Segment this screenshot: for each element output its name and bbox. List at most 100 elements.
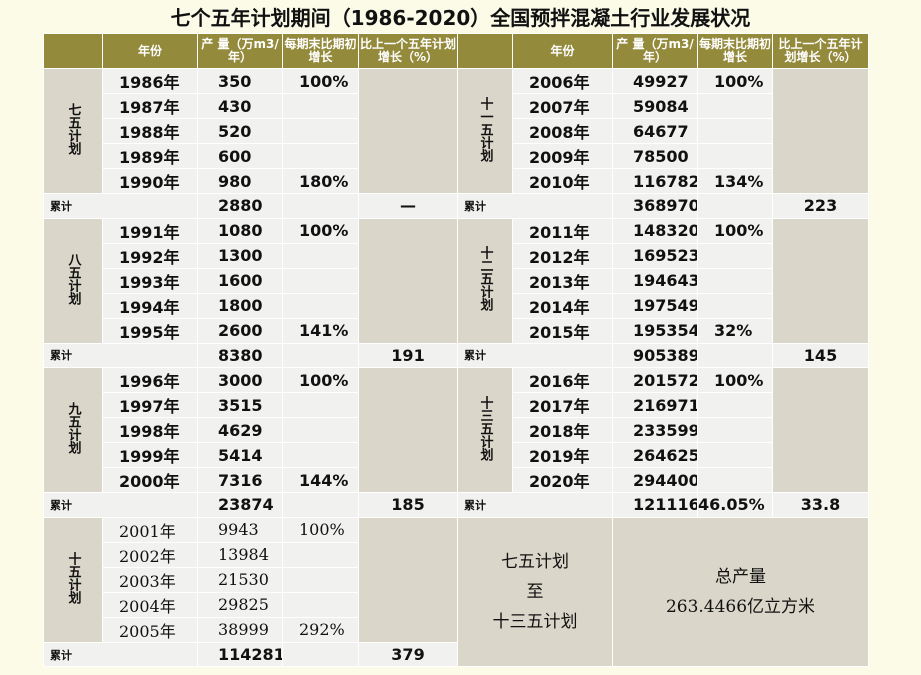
total-growth-cell: [282, 492, 359, 518]
year-row: 1998年 4629 2018年 233599: [44, 417, 869, 444]
growth-cell: 100%: [282, 516, 359, 543]
plan-cell: 七五计划: [43, 68, 103, 194]
year-row: 七五计划 1986年 350 100% 十一五计划 2006年 49927 100%: [43, 68, 869, 194]
header-row: 年份产 量（万m3/年） 每期末比期初增长 比上一个五年计划增长（%） 年份产 量（万…: [43, 33, 869, 69]
total-label-cell: 累计: [43, 193, 198, 219]
year-cell: 2018年: [512, 417, 613, 444]
growth-cell: 144%: [282, 467, 359, 494]
plan-name: 八五计划: [65, 252, 81, 305]
year-cell: 1991年: [102, 217, 198, 244]
output-cell: 1080: [197, 217, 283, 244]
output-cell: 7316: [197, 467, 283, 494]
year-row: 1994年 1800 2014年 197549: [44, 292, 869, 319]
output-cell: 78500: [612, 143, 698, 169]
total-growth-cell: [282, 641, 359, 668]
year-row: 1990年 980 180% 2010年 116782 134%: [44, 168, 869, 194]
output-cell: 216971: [612, 392, 698, 419]
output-cell: 59084: [612, 93, 698, 119]
growth-cell: [697, 417, 773, 444]
growth-cell: 32%: [697, 317, 773, 344]
plan-cell: 九五计划: [43, 367, 103, 494]
total-growth-cell: [282, 193, 359, 219]
output-cell: 264625: [612, 442, 698, 469]
total-row: 累计23874185累计121116746.05%33.8: [43, 492, 869, 518]
year-cell: 2009年: [512, 143, 613, 169]
plan-growth-value: 191: [358, 342, 458, 369]
total-row: 累计 8380 191 累计 905389 145: [43, 342, 869, 369]
growth-cell: 141%: [282, 317, 359, 344]
year-row: 1993年 1600 2013年 194643: [44, 267, 869, 294]
output-cell: 3515: [197, 392, 283, 419]
growth-cell: [697, 392, 773, 419]
total-cell: 114281: [197, 641, 283, 668]
year-row: 1995年 2600 141% 2015年 195354 32%: [44, 317, 869, 344]
output-cell: 116782: [612, 168, 698, 194]
summary-line: 至: [526, 582, 544, 603]
growth-cell: [282, 143, 359, 169]
year-cell: 2000年: [102, 467, 198, 494]
year-cell: 2015年: [512, 317, 613, 344]
output-cell: 430: [197, 93, 283, 119]
year-cell: 2005年: [102, 616, 198, 643]
output-cell: 29825: [197, 591, 283, 618]
year-cell: 1995年: [102, 317, 198, 344]
output-cell: 49927: [612, 68, 698, 94]
growth-cell: 180%: [282, 168, 359, 194]
year-cell: 2017年: [512, 392, 613, 419]
output-cell: 1800: [197, 292, 283, 319]
growth-cell: [697, 267, 773, 294]
growth-cell: [697, 118, 773, 144]
year-row: 1987年 430 2007年 59084: [44, 93, 869, 119]
growth-cell: [697, 467, 773, 494]
output-cell: 194643: [612, 267, 698, 294]
year-cell: 2010年: [512, 168, 613, 194]
output-cell: 600: [197, 143, 283, 169]
year-cell: 1990年: [102, 168, 198, 194]
year-cell: 2016年: [512, 367, 613, 394]
output-cell: 1600: [197, 267, 283, 294]
header-cell: 比上一个五年计划增长（%）: [358, 33, 458, 69]
output-cell: 4629: [197, 417, 283, 444]
header-cell: 每期末比期初增长: [697, 33, 773, 69]
year-row: 1999年 5414 2019年 264625: [44, 442, 869, 469]
plan-name: 十五计划: [65, 551, 81, 604]
year-cell: 1994年: [102, 292, 198, 319]
year-cell: 1999年: [102, 442, 198, 469]
total-cell: 1211167: [612, 492, 698, 518]
year-cell: 2004年: [102, 591, 198, 618]
header-cell: [43, 33, 103, 69]
plan-growth-value: 145: [772, 342, 869, 369]
growth-cell: [282, 566, 359, 593]
growth-cell: [282, 267, 359, 294]
total-label-cell: 累计: [457, 492, 613, 518]
growth-cell: 100%: [697, 367, 773, 394]
header-cell: 比上一个五年计划增长（%）: [772, 33, 869, 69]
total-cell: 8380: [197, 342, 283, 369]
plan-growth-cell: [772, 68, 869, 194]
year-cell: 1996年: [102, 367, 198, 394]
output-cell: 197549: [612, 292, 698, 319]
output-cell: 520: [197, 118, 283, 144]
output-cell: 195354: [612, 317, 698, 344]
year-row: 九五计划 1996年 3000 100% 十三五计划 2016年 201572 100%: [43, 367, 869, 494]
year-cell: 2003年: [102, 566, 198, 593]
growth-cell: [282, 591, 359, 618]
year-row: 2004年 29825: [44, 591, 869, 618]
output-cell: 233599: [612, 417, 698, 444]
total-label-cell: 累计: [457, 193, 613, 219]
total-cell: 23874: [197, 492, 283, 518]
growth-cell: [697, 93, 773, 119]
total-cell: 905389: [612, 342, 698, 369]
output-cell: 148320: [612, 217, 698, 244]
plan-growth-cell: [772, 367, 869, 494]
growth-cell: [282, 118, 359, 144]
plan-cell: 十一五计划: [457, 68, 513, 194]
output-cell: 21530: [197, 566, 283, 593]
plan-cell: 十二五计划: [457, 217, 513, 344]
output-cell: 980: [197, 168, 283, 194]
year-row: 八五计划 1991年 1080 100% 十二五计划 2011年 148320 100%: [43, 217, 869, 344]
total-growth-cell: [282, 342, 359, 369]
total-label-cell: 累计: [43, 342, 198, 369]
plan-cell: 十三五计划: [457, 367, 513, 494]
